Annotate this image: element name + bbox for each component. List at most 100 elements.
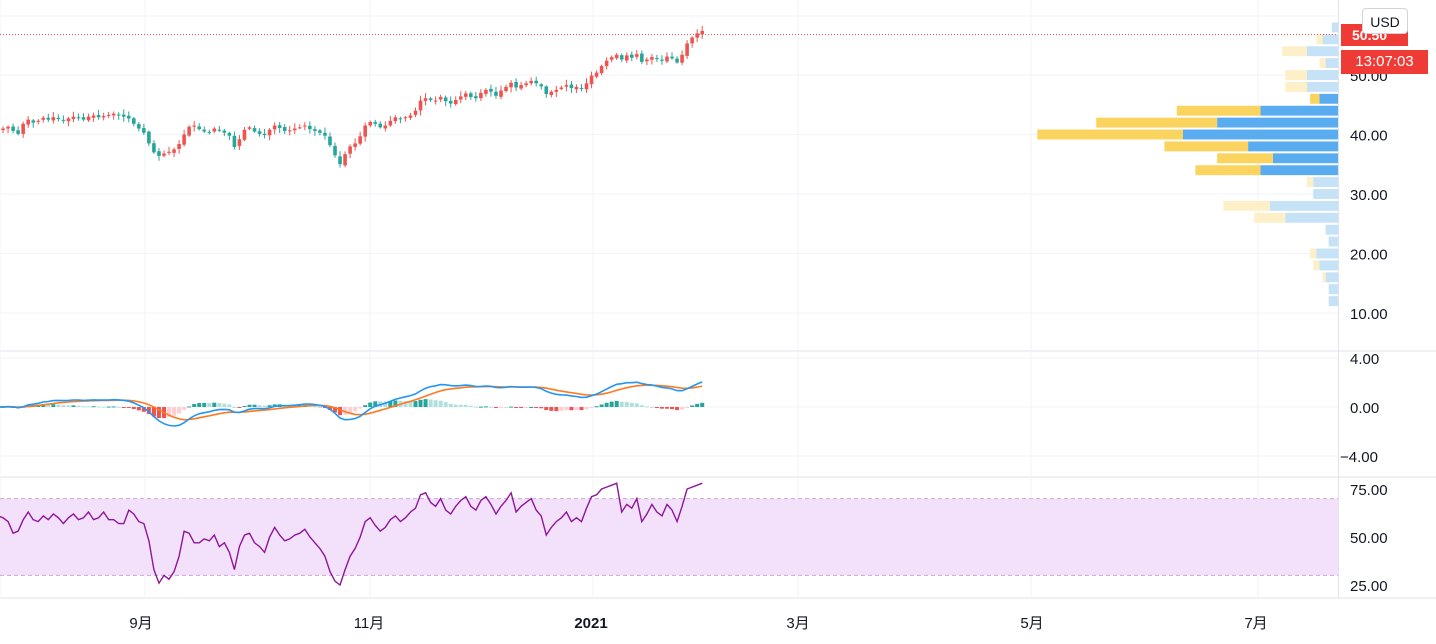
volume-profile-bar-up — [1254, 212, 1286, 223]
candle-body — [559, 87, 564, 89]
rsi-tick-label: 50.00 — [1350, 530, 1388, 547]
volume-profile-bar-down — [1217, 117, 1338, 128]
candle-body — [66, 118, 71, 122]
histogram-bar — [559, 407, 564, 411]
histogram-bar — [227, 404, 232, 407]
histogram-bar — [322, 407, 327, 408]
time-tick-label: 3月 — [786, 615, 809, 632]
histogram-bar — [569, 407, 574, 411]
oscillator-tick-label: −4.00 — [1340, 449, 1378, 466]
histogram-bar — [252, 404, 257, 407]
histogram-bar — [202, 402, 207, 407]
candle-body — [474, 96, 478, 99]
volume-profile-bar-down — [1328, 296, 1338, 307]
histogram-bar — [574, 407, 579, 411]
histogram-bar — [358, 407, 363, 409]
candle — [252, 125, 257, 133]
candle-body — [484, 89, 488, 94]
oscillator-pane[interactable] — [0, 381, 705, 427]
histogram-bar — [388, 400, 393, 407]
candle-body — [308, 125, 312, 130]
candle — [11, 123, 15, 134]
candle-body — [378, 123, 383, 128]
candle-body — [61, 119, 66, 121]
histogram-bar — [438, 400, 443, 407]
candle-body — [157, 151, 161, 156]
candle-body — [650, 57, 654, 60]
candle-body — [111, 113, 116, 116]
candle-body — [267, 129, 272, 136]
candle — [624, 52, 629, 63]
candle — [257, 128, 262, 137]
volume-profile-bar-up — [1223, 200, 1270, 211]
candle-body — [6, 126, 10, 129]
candle — [594, 70, 599, 79]
histogram-bar — [232, 406, 237, 408]
candle-body — [202, 129, 207, 132]
candle — [56, 114, 61, 122]
histogram-bar — [659, 407, 664, 409]
candle — [232, 131, 237, 150]
candle — [323, 127, 327, 140]
rsi-pane[interactable] — [0, 482, 1338, 587]
candle — [106, 111, 111, 119]
candle-body — [36, 120, 41, 122]
histogram-bar — [76, 405, 81, 407]
candle-body — [544, 86, 549, 95]
volume-profile-bar-down — [1272, 153, 1338, 164]
histogram-bar — [237, 407, 242, 408]
candle — [21, 121, 25, 138]
time-axis[interactable]: 9月 11月 2021 3月 5月 7月 — [129, 615, 1267, 632]
currency-button[interactable]: USD — [1362, 8, 1408, 34]
candle — [333, 142, 337, 158]
histogram-bar — [685, 407, 690, 408]
histogram-bar — [584, 407, 589, 410]
histogram-bar — [312, 406, 317, 408]
candle — [680, 50, 684, 66]
volume-profile-bar-up — [1319, 58, 1326, 69]
candle-body — [81, 117, 86, 120]
histogram-bar — [151, 407, 156, 417]
candle — [398, 116, 403, 124]
volume-profile-bar-up — [1176, 105, 1261, 116]
candle — [121, 109, 126, 122]
candle-body — [524, 83, 528, 86]
histogram-bar — [317, 406, 322, 408]
volume-profile-bar-down — [1313, 177, 1338, 188]
histogram-bar — [478, 406, 483, 408]
candle — [489, 84, 493, 97]
candle — [36, 119, 41, 125]
histogram-bar — [690, 405, 695, 407]
candle-body — [237, 139, 242, 146]
histogram-bar — [81, 406, 86, 408]
candle — [267, 128, 272, 141]
candle — [338, 151, 342, 168]
candle — [343, 151, 347, 168]
histogram-bar — [629, 402, 634, 407]
candle-body — [91, 115, 96, 118]
histogram-bar — [141, 407, 146, 412]
price-axis[interactable]: 10.00 20.00 30.00 40.00 50.00 4.00 0.00 −4.00 75… — [1340, 68, 1388, 595]
histogram-bar — [373, 401, 378, 407]
candle-body — [398, 118, 403, 120]
candle — [368, 120, 373, 128]
histogram-bar — [534, 407, 539, 408]
histogram-bar — [664, 407, 669, 409]
candle-body — [247, 127, 252, 129]
candle — [71, 111, 76, 123]
volume-profile-bar-down — [1325, 58, 1338, 69]
candle — [640, 50, 644, 65]
candle-body — [453, 99, 458, 105]
candle-body — [549, 91, 554, 95]
candle — [66, 116, 71, 127]
candle-body — [121, 114, 126, 117]
candle-body — [514, 81, 518, 88]
candle — [167, 146, 171, 156]
candle — [569, 80, 574, 94]
histogram-bar — [131, 407, 136, 409]
histogram-bar — [61, 405, 66, 407]
candle — [579, 84, 584, 92]
price-pane[interactable] — [0, 25, 1338, 168]
candle — [554, 85, 559, 98]
